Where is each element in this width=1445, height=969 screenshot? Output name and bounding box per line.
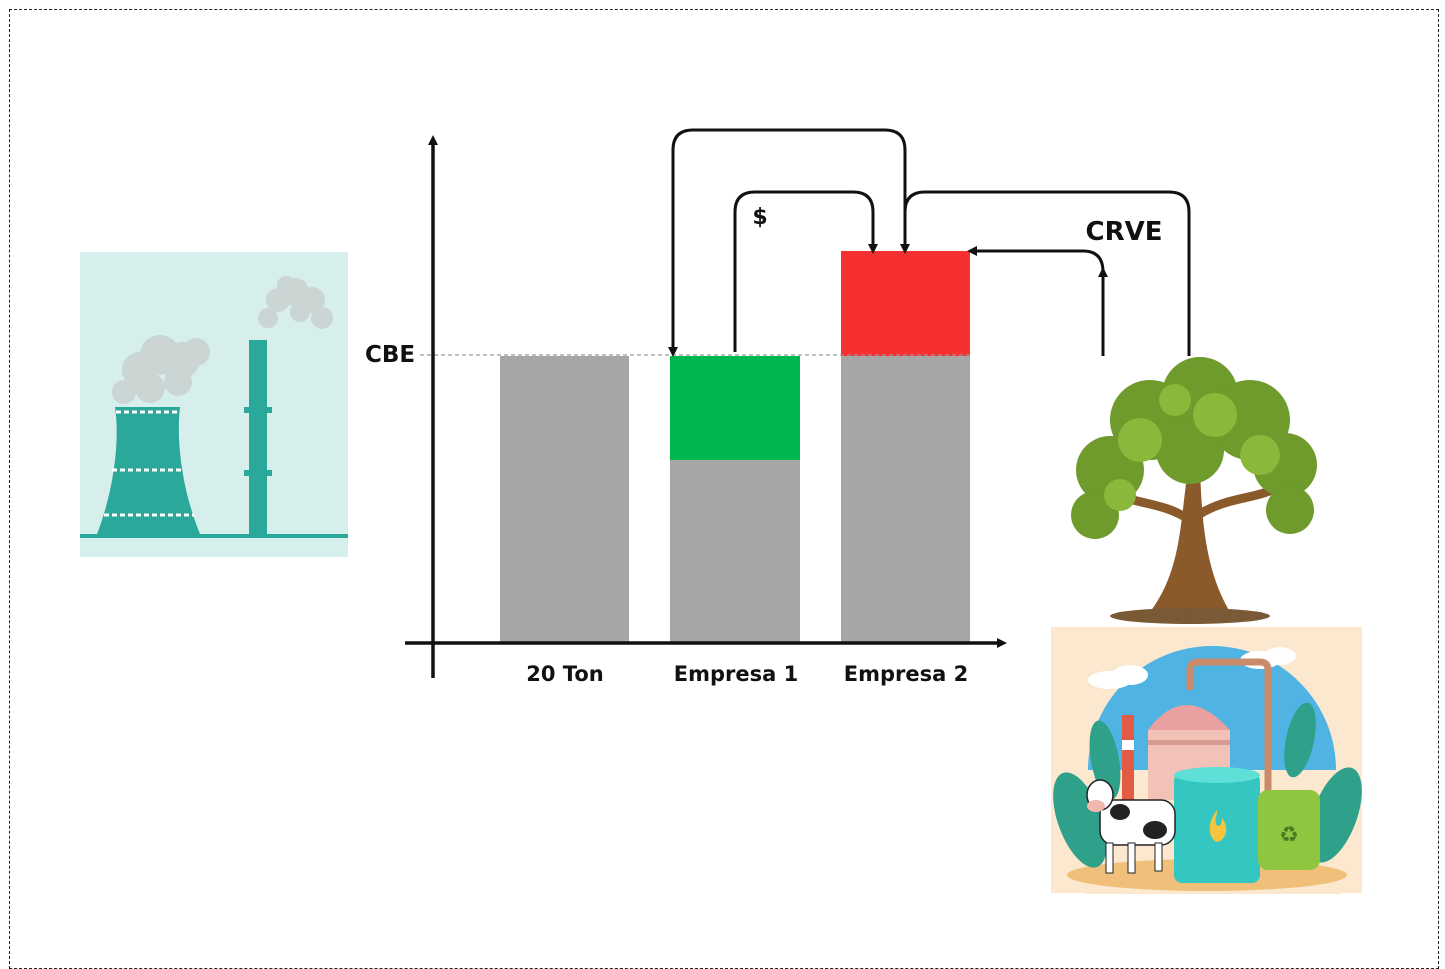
category-label-empresa-2: Empresa 2 bbox=[844, 662, 968, 686]
svg-text:♻: ♻ bbox=[1279, 823, 1299, 848]
arrow-tree-to-empresa2 bbox=[900, 190, 1191, 356]
arrow-empresa1-to-empresa2-money bbox=[733, 190, 878, 352]
axes bbox=[405, 135, 1007, 678]
arrow-empresa2-to-tree bbox=[967, 246, 1105, 356]
biogas-plant-icon: ♻ bbox=[1051, 627, 1362, 894]
arrow-empresa2-to-empresa1-outer bbox=[668, 128, 907, 357]
bar-empresa-2-excess bbox=[841, 251, 970, 356]
money-label: $ bbox=[752, 205, 767, 230]
category-label-20-ton: 20 Ton bbox=[526, 662, 603, 686]
bars bbox=[500, 251, 970, 642]
bar-empresa-1 bbox=[670, 460, 800, 642]
category-label-empresa-1: Empresa 1 bbox=[674, 662, 798, 686]
bar-20-ton bbox=[500, 356, 629, 642]
bar-empresa-1-surplus bbox=[670, 356, 800, 460]
power-plant-icon bbox=[80, 252, 348, 557]
tree-icon bbox=[1071, 357, 1317, 624]
emissions-trading-diagram: CBE $ CRVE 20 Ton Empresa 1 Empresa 2 bbox=[80, 128, 1362, 894]
crve-label: CRVE bbox=[1086, 217, 1163, 247]
cbe-label: CBE bbox=[365, 342, 415, 368]
bar-empresa-2 bbox=[841, 356, 970, 642]
